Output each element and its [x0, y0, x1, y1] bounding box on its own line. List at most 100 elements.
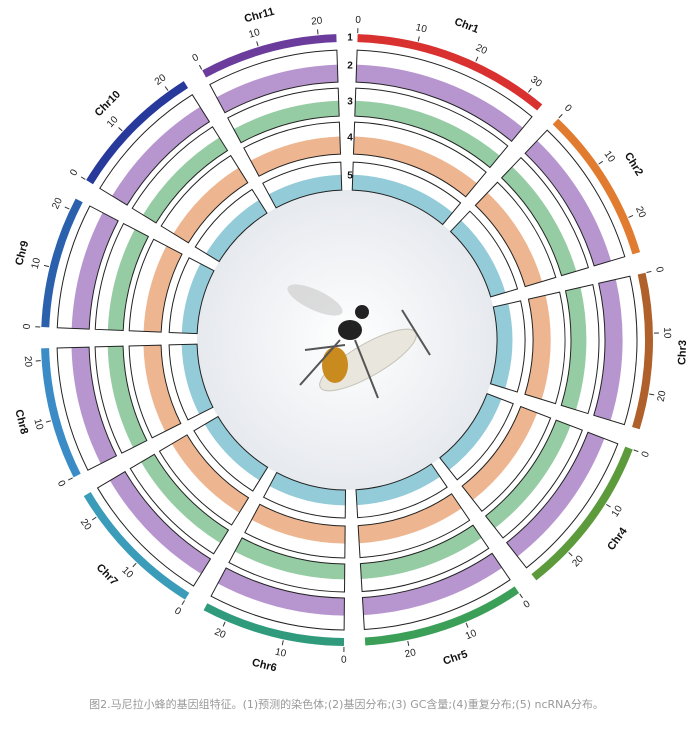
tick-label: 20	[570, 553, 586, 569]
tick-label: 0	[562, 103, 574, 115]
chromosome-name: Chr2	[622, 150, 645, 178]
track-frame	[361, 552, 511, 631]
track-frame	[449, 210, 519, 298]
tick-label: 10	[610, 503, 625, 519]
tick-label: 20	[633, 205, 648, 220]
track-band	[109, 471, 211, 574]
tick-mark	[417, 36, 420, 42]
track-label: 4	[347, 133, 353, 144]
tick-mark	[45, 420, 51, 423]
chromosome-name: Chr9	[13, 239, 31, 266]
chromosome-name: Chr11	[243, 6, 276, 26]
chromosome-name: Chr10	[93, 89, 123, 120]
track-band	[358, 493, 462, 544]
tick-label: 0	[355, 15, 361, 26]
chromosome	[41, 348, 81, 478]
track-band	[71, 212, 119, 330]
tick-label: 20	[50, 196, 65, 211]
track-band	[485, 420, 571, 529]
track-frame	[94, 345, 148, 454]
track-label: 5	[347, 171, 353, 182]
circos: 0102030Chr101020Chr201020Chr301020Chr401…	[12, 6, 689, 675]
track-band	[450, 220, 506, 297]
chromosome-name: Chr3	[676, 340, 689, 365]
track-band	[171, 434, 249, 513]
tick-mark	[598, 160, 604, 165]
tick-label: 0	[640, 450, 652, 460]
chromosome-name: Chr7	[94, 562, 120, 588]
tick-label: 10	[414, 22, 428, 35]
track-frame	[351, 161, 462, 226]
chromosome	[83, 492, 190, 600]
chromosome	[86, 81, 189, 185]
chromosome	[357, 34, 543, 111]
track-frame	[168, 343, 214, 421]
tick-mark	[519, 593, 523, 599]
tick-mark	[649, 393, 655, 396]
track-band	[593, 279, 623, 421]
tick-label: 0	[522, 598, 533, 610]
tick-label: 0	[68, 167, 81, 178]
track-band	[475, 192, 543, 287]
chromosome	[203, 603, 345, 646]
track-band	[142, 137, 228, 223]
track-band	[356, 64, 523, 142]
track-band	[268, 174, 342, 208]
track-band	[352, 174, 453, 225]
track-frame	[359, 524, 490, 593]
track-frame	[96, 470, 212, 587]
tick-mark	[528, 88, 532, 93]
track-frame	[227, 87, 340, 144]
tick-label: 20	[153, 72, 169, 88]
track-label: 3	[347, 97, 353, 108]
tick-label: 0	[172, 606, 183, 619]
tick-label: 20	[311, 16, 324, 28]
track-frame	[484, 419, 583, 539]
tick-label: 10	[601, 149, 617, 165]
tick-mark	[606, 503, 611, 508]
tick-mark	[132, 562, 137, 568]
track-band	[439, 393, 502, 470]
track-band	[501, 166, 577, 276]
tick-mark	[633, 449, 639, 453]
track-frame	[128, 238, 183, 333]
track-band	[143, 345, 181, 432]
track-band	[143, 245, 183, 333]
track-band	[216, 64, 338, 113]
track-band	[524, 295, 551, 400]
tick-mark	[64, 206, 70, 210]
tick-mark	[628, 214, 634, 218]
chromosome	[364, 586, 520, 646]
chromosome	[632, 272, 653, 430]
tick-mark	[80, 176, 86, 180]
chromosome-name: Chr1	[453, 16, 481, 36]
tick-label: 20	[78, 517, 94, 533]
track-frame	[158, 434, 250, 526]
track-label: 2	[347, 61, 353, 72]
tick-mark	[222, 621, 226, 627]
chromosome	[552, 118, 641, 255]
track-frame	[262, 471, 347, 519]
tick-mark	[407, 640, 410, 646]
chromosome	[531, 446, 633, 581]
track-band	[234, 537, 345, 580]
tick-mark	[181, 600, 185, 606]
track-band	[354, 100, 500, 168]
track-band	[181, 263, 214, 334]
track-frame	[560, 284, 600, 415]
chromosome-name: Chr4	[605, 525, 630, 553]
track-frame	[99, 94, 211, 206]
track-band	[107, 229, 149, 331]
track-frame	[128, 344, 182, 439]
tick-label: 20	[404, 647, 418, 660]
track-frame	[129, 453, 230, 555]
tick-label: 20	[474, 42, 489, 57]
track-frame	[505, 431, 619, 569]
track-band	[141, 454, 229, 544]
track-band	[251, 504, 346, 544]
track-frame	[228, 537, 346, 593]
tick-mark	[198, 64, 203, 70]
chromosome-name: Chr8	[12, 408, 30, 435]
tick-mark	[475, 56, 479, 62]
